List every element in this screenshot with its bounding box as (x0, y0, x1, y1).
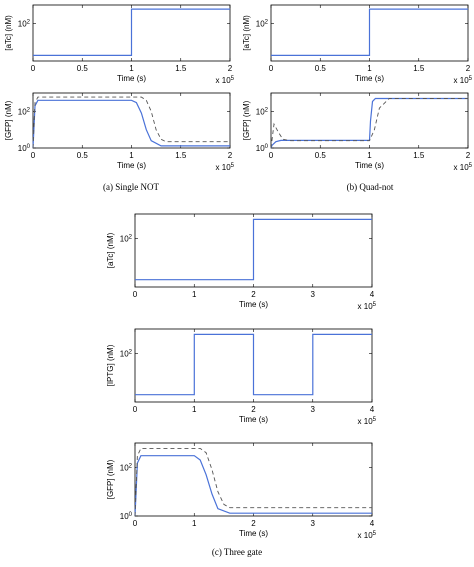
x-tick-label: 2 (466, 151, 471, 160)
x-tick-label: 0 (133, 519, 138, 528)
x-tick-label: 4 (370, 290, 375, 299)
x-tick-label: 0 (269, 151, 274, 160)
x-tick-label: 1.5 (175, 151, 187, 160)
x-tick-label: 1 (192, 405, 197, 414)
series-line-solid (33, 8, 230, 57)
chart-a-bottom: 0 0.5 1 1.5 2 100 102 Time (s) [GFP] (nM) x 105 (4, 92, 235, 172)
y-axis-label: [aTc] (nM) (242, 15, 251, 51)
x-tick-label: 0 (133, 290, 138, 299)
y-tick-label: 100 (18, 144, 31, 153)
y-tick-label: 102 (18, 107, 31, 116)
x-tick-label: 3 (311, 290, 316, 299)
x-tick-label: 1.5 (413, 64, 425, 73)
x-axis-label: Time (s) (239, 529, 268, 538)
subfigure-caption: (c) Three gate (212, 547, 262, 557)
series-line-solid (135, 333, 372, 396)
subfigure-caption: (b) Quad-not (347, 182, 394, 192)
x-tick-label: 1 (129, 64, 134, 73)
x-multiplier-label: x 105 (454, 163, 473, 172)
x-tick-label: 0 (269, 64, 274, 73)
y-tick-label: 102 (120, 463, 133, 472)
chart-c-3: 0 1 2 3 4 100 102 Time (s) [GFP] (nM) x 105 (106, 442, 377, 540)
x-axis-label: Time (s) (239, 300, 268, 309)
x-tick-label: 4 (370, 519, 375, 528)
y-axis-label: [GFP] (nM) (4, 100, 13, 140)
plot-frame (32, 92, 231, 149)
chart-b-bottom: 0 0.5 1 1.5 2 100 102 Time (s) [GFP] (nM) x 105 (242, 92, 473, 172)
x-tick-label: 2 (228, 64, 233, 73)
series-line-solid (32, 99, 230, 149)
y-tick-label: 102 (18, 20, 31, 29)
subfigure-caption: (a) Single NOT (103, 182, 159, 192)
x-tick-label: 0 (133, 405, 138, 414)
x-tick-label: 1 (192, 290, 197, 299)
x-tick-label: 1 (129, 151, 134, 160)
series-line-solid (271, 8, 468, 57)
x-multiplier-label: x 105 (358, 302, 377, 311)
plot-frame (134, 442, 373, 517)
x-tick-label: 1 (367, 64, 372, 73)
x-multiplier-label: x 105 (358, 531, 377, 540)
x-multiplier-label: x 105 (216, 76, 235, 85)
chart-a-top: 0 0.5 1 1.5 2 102 Time (s) [aTc] (nM) x 105 (4, 4, 235, 85)
x-tick-label: 1.5 (413, 151, 425, 160)
series-line-dashed (134, 447, 372, 517)
x-tick-label: 1 (192, 519, 197, 528)
series-line-solid (134, 455, 372, 517)
y-axis-label: [GFP] (nM) (242, 100, 251, 140)
x-multiplier-label: x 105 (358, 417, 377, 426)
y-tick-label: 102 (256, 20, 269, 29)
x-axis-label: Time (s) (117, 74, 146, 83)
y-axis-label: [IPTG] (nM) (106, 344, 115, 386)
chart-c-1: 0 1 2 3 4 102 Time (s) [aTc] (nM) x 105 (106, 213, 377, 311)
x-axis-label: Time (s) (355, 161, 384, 170)
x-tick-label: 0.5 (315, 151, 327, 160)
x-tick-label: 2 (251, 405, 256, 414)
x-tick-label: 2 (251, 519, 256, 528)
x-tick-label: 0 (31, 64, 36, 73)
x-tick-label: 1 (367, 151, 372, 160)
x-axis-label: Time (s) (355, 74, 384, 83)
x-axis-label: Time (s) (239, 415, 268, 424)
y-tick-label: 102 (120, 234, 133, 243)
x-tick-label: 2 (228, 151, 233, 160)
x-multiplier-label: x 105 (454, 76, 473, 85)
y-axis-label: [aTc] (nM) (4, 15, 13, 51)
x-tick-label: 0.5 (315, 64, 327, 73)
y-axis-label: [GFP] (nM) (106, 459, 115, 499)
x-tick-label: 2 (466, 64, 471, 73)
y-tick-label: 102 (120, 349, 133, 358)
y-tick-label: 100 (120, 512, 133, 521)
y-axis-label: [aTc] (nM) (106, 232, 115, 268)
series-line-dashed (32, 96, 230, 149)
x-tick-label: 1.5 (175, 64, 187, 73)
x-tick-label: 0.5 (77, 64, 89, 73)
y-tick-label: 102 (256, 107, 269, 116)
x-tick-label: 2 (251, 290, 256, 299)
chart-c-2: 0 1 2 3 4 102 Time (s) [IPTG] (nM) x 105 (106, 328, 377, 426)
chart-b-top: 0 0.5 1 1.5 2 102 Time (s) [aTc] (nM) x 105 (242, 4, 473, 85)
series-line-dashed (270, 98, 468, 149)
x-tick-label: 0.5 (77, 151, 89, 160)
x-multiplier-label: x 105 (216, 163, 235, 172)
x-tick-label: 4 (370, 405, 375, 414)
series-line-solid (135, 218, 372, 281)
x-tick-label: 0 (31, 151, 36, 160)
y-tick-label: 100 (256, 144, 269, 153)
x-axis-label: Time (s) (117, 161, 146, 170)
x-tick-label: 3 (311, 405, 316, 414)
x-tick-label: 3 (311, 519, 316, 528)
